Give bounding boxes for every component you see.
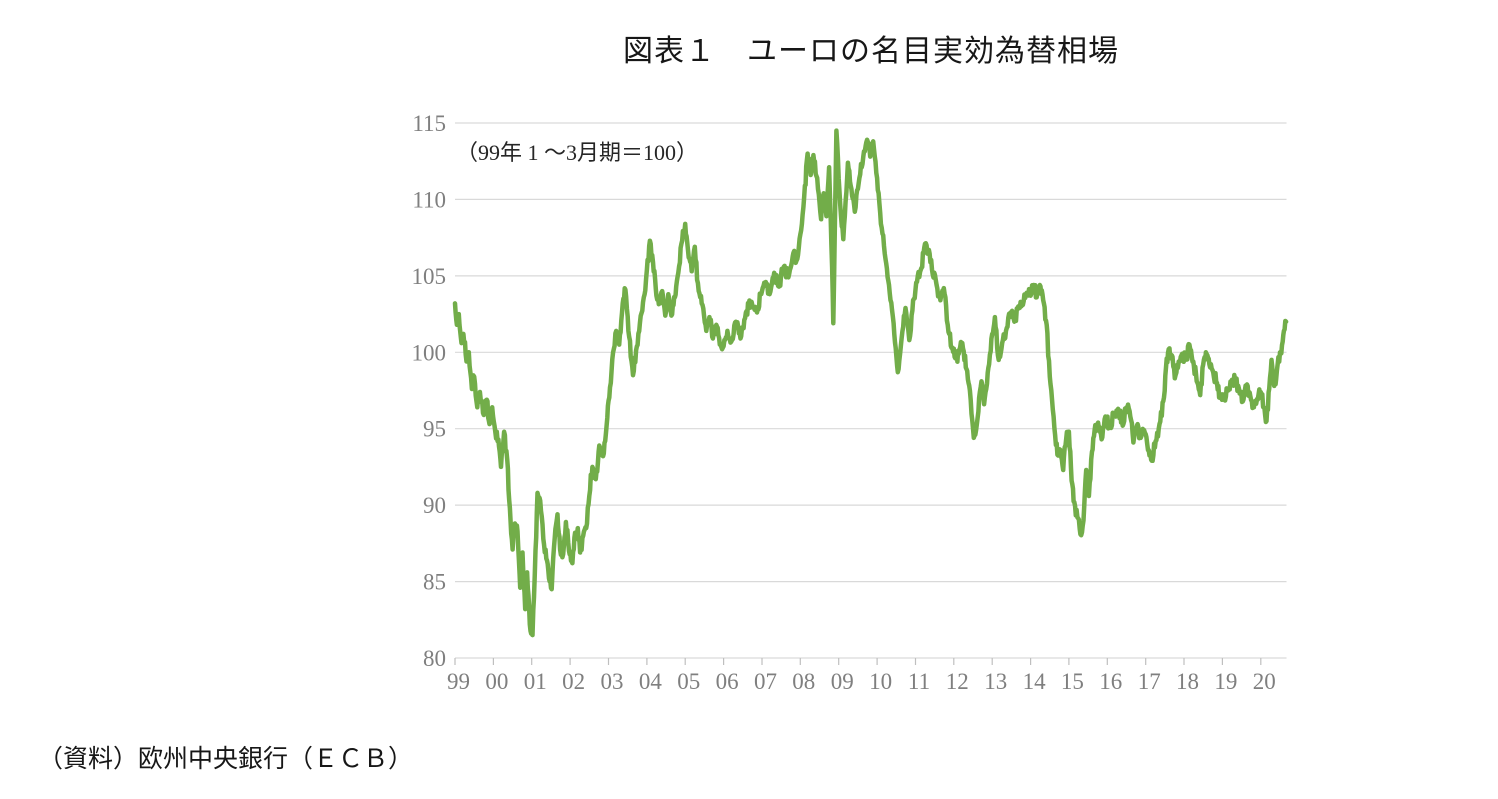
x-tick-label-11: 11 [908, 669, 930, 694]
y-tick-label-110: 110 [412, 187, 446, 212]
x-tick-label-07: 07 [754, 669, 777, 694]
y-tick-label-85: 85 [423, 570, 446, 595]
x-tick-label-18: 18 [1176, 669, 1199, 694]
x-tick-label-19: 19 [1214, 669, 1237, 694]
x-tick-label-08: 08 [792, 669, 815, 694]
y-tick-label-105: 105 [412, 264, 447, 289]
x-tick-label-13: 13 [984, 669, 1007, 694]
x-tick-label-20: 20 [1253, 669, 1276, 694]
euro-neer-line [452, 128, 1289, 638]
x-axis [454, 658, 1262, 665]
gridlines [455, 122, 1287, 659]
index-base-annotation: （99年 1 ～3月期＝100） [456, 140, 699, 165]
x-tick-label-15: 15 [1061, 669, 1084, 694]
source-note: （資料）欧州中央銀行（ＥＣＢ） [38, 746, 414, 773]
y-axis-tick-labels: 115 110 105 100 95 90 85 80 [412, 111, 447, 671]
x-tick-label-06: 06 [716, 669, 739, 694]
x-tick-label-02: 02 [562, 669, 585, 694]
series-line-euro-neer [452, 128, 1289, 638]
x-tick-label-99: 99 [447, 669, 470, 694]
x-tick-label-05: 05 [677, 669, 700, 694]
x-axis-tick-labels: 99 00 01 02 03 04 05 06 07 08 09 10 11 12 13 14 15 16 17 18… [447, 669, 1276, 694]
x-tick-label-14: 14 [1023, 669, 1047, 694]
y-tick-label-90: 90 [423, 493, 446, 518]
y-tick-label-115: 115 [412, 111, 446, 136]
x-tick-label-04: 04 [639, 669, 663, 694]
x-tick-label-01: 01 [524, 669, 547, 694]
x-tick-label-17: 17 [1138, 669, 1161, 694]
chart-title: 図表１ ユーロの名目実効為替相場 [623, 35, 1119, 68]
x-tick-label-16: 16 [1099, 669, 1122, 694]
x-tick-label-03: 03 [601, 669, 624, 694]
x-tick-label-10: 10 [869, 669, 892, 694]
x-tick-label-00: 00 [485, 669, 508, 694]
x-tick-label-12: 12 [946, 669, 969, 694]
y-tick-label-80: 80 [423, 646, 446, 671]
x-tick-label-09: 09 [831, 669, 854, 694]
y-tick-label-100: 100 [412, 340, 447, 365]
y-tick-label-95: 95 [423, 417, 446, 442]
